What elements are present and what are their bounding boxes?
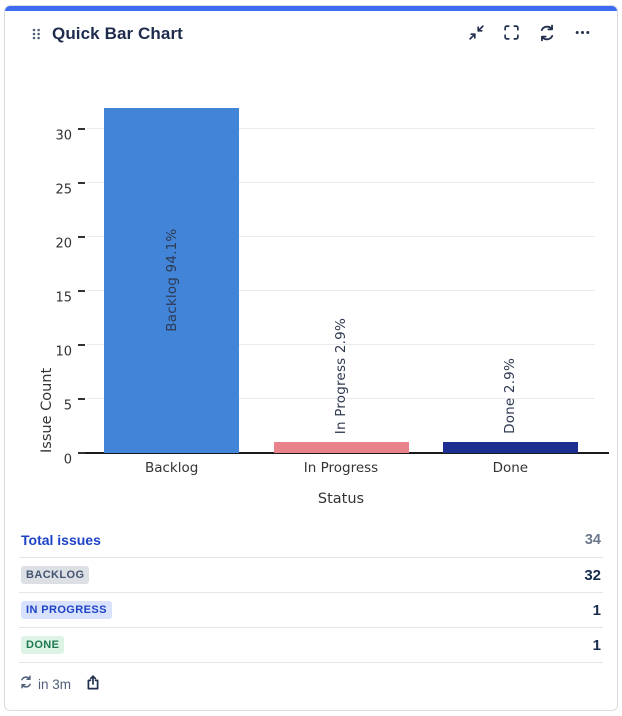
more-button[interactable] [574,24,591,44]
y-tick-label: 20 [55,236,72,252]
y-axis-title: Issue Count [39,367,55,453]
y-tick-label: 15 [55,290,72,306]
drag-handle-icon[interactable] [30,26,42,42]
gridline [87,236,595,238]
table-row: IN PROGRESS 1 [19,593,603,628]
gridline [87,344,595,346]
plot-area: 0 5 10 15 20 25 30 Backlog 94.1% Backlog In Progr… [55,97,609,476]
dashboard-gadget-card: Quick Bar Chart [4,5,618,711]
card-accent-bar [5,6,617,11]
gadget-actions [468,24,591,45]
bar-chart: Issue Count 0 5 10 15 20 25 30 Backlog 94.1% Bac… [5,57,617,523]
bar-value-label-backlog: Backlog 94.1% [163,228,180,332]
bar-value-label-in-progress: In Progress 2.9% [333,317,349,435]
row-value: 32 [584,566,601,584]
x-tick-label-backlog: Backlog [144,460,199,476]
collapse-icon [468,24,485,44]
x-tick-label-done: Done [492,460,529,476]
row-value: 1 [592,601,601,619]
table-row: BACKLOG 32 [19,558,603,593]
x-tick-label-in-progress: In Progress [303,460,379,476]
y-tick-mark [78,290,85,293]
y-tick-mark [78,182,85,185]
refresh-icon [538,24,556,45]
bar-in-progress[interactable] [273,442,409,453]
bar-value-label-done: Done 2.9% [502,358,519,435]
refresh-countdown-icon [19,674,33,694]
refresh-countdown[interactable]: in 3m [19,674,72,694]
fullscreen-icon [503,24,520,44]
status-badge[interactable]: DONE [21,636,65,654]
y-tick-mark [78,452,85,454]
refresh-countdown-text: in 3m [38,676,72,692]
gridline [87,182,595,184]
y-tick-mark [78,344,85,347]
gridline [87,398,595,400]
y-tick-mark [78,236,85,239]
status-badge[interactable]: BACKLOG [21,566,90,584]
y-tick-mark [78,398,85,401]
status-badge[interactable]: IN PROGRESS [21,601,112,619]
collapse-button[interactable] [468,24,485,44]
y-tick-mark [78,128,85,131]
table-row: DONE 1 [19,628,603,663]
more-icon [574,24,591,44]
summary-table: Total issues 34 BACKLOG 32 IN PROGRESS 1 DONE 1 [5,523,617,663]
refresh-button[interactable] [538,24,556,45]
y-tick-label: 10 [55,344,72,360]
table-row: Total issues 34 [19,523,603,558]
y-tick-label: 5 [63,398,72,414]
total-issues-link[interactable]: Total issues [21,532,101,548]
export-button[interactable] [85,674,101,694]
row-value: 1 [592,636,601,654]
gridline [87,128,595,130]
gadget-header: Quick Bar Chart [5,11,617,57]
fullscreen-button[interactable] [503,24,520,44]
x-axis-line [85,452,609,454]
row-value: 34 [584,532,601,548]
y-tick-label: 30 [55,128,72,144]
y-tick-label: 25 [55,182,72,198]
x-axis-title: Status [317,491,365,507]
bar-done[interactable] [442,442,578,453]
gridline [87,290,595,292]
gadget-footer: in 3m [5,663,617,705]
gadget-title: Quick Bar Chart [52,24,183,43]
bar-backlog[interactable] [104,107,240,453]
y-tick-label: 0 [63,452,72,468]
export-icon [85,674,101,694]
